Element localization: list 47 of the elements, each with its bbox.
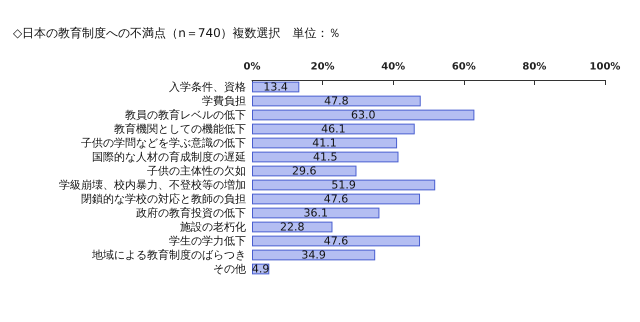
data-label: 47.6 (324, 234, 348, 248)
bar (252, 180, 436, 190)
x-tick-label: 0% (244, 62, 260, 72)
bar (252, 166, 356, 176)
y-tick-label: 教員の教育レベルの低下 (125, 108, 246, 122)
x-tick-label: 60% (452, 62, 476, 72)
bar (252, 96, 421, 106)
data-label: 29.6 (292, 164, 316, 178)
y-tick-label: 地域による教育制度のばらつき (91, 248, 246, 262)
y-tick-label: 子供の学問などを学ぶ意識の低下 (81, 136, 246, 150)
data-label: 34.9 (301, 248, 326, 262)
data-label: 41.5 (312, 150, 338, 164)
x-tick-label: 40% (381, 62, 406, 72)
y-tick-label: 学生の学力低下 (169, 234, 246, 248)
y-tick-label: 施設の老朽化 (180, 220, 246, 234)
data-label: 41.1 (312, 136, 337, 150)
data-label: 63.0 (350, 108, 376, 122)
data-label: 47.6 (324, 192, 348, 206)
bar (252, 124, 415, 134)
x-tick-label: 100% (590, 62, 620, 72)
data-label: 4.9 (252, 262, 270, 276)
bar (252, 236, 420, 246)
y-tick-label: 教育機関としての機能低下 (114, 122, 246, 136)
bar (252, 250, 376, 260)
y-tick-label: 閉鎖的な学校の対応と教師の負担 (81, 192, 246, 206)
y-tick-label: 政府の教育投資の低下 (136, 206, 246, 220)
y-tick-label: 学級崩壊、校内暴力、不登校等の増加 (59, 178, 246, 192)
data-label: 22.8 (280, 220, 304, 234)
bar (252, 222, 332, 232)
data-label: 36.1 (303, 206, 328, 220)
data-label: 47.8 (324, 94, 349, 108)
data-label: 46.1 (321, 122, 346, 136)
bar (252, 208, 380, 218)
bar (252, 194, 420, 204)
y-tick-label: 国際的な人材の育成制度の遅延 (92, 150, 246, 164)
y-tick-label: 入学条件、資格 (169, 80, 246, 94)
y-tick-label: その他 (213, 262, 246, 276)
chart-title: ◇日本の教育制度への不満点（n＝740）複数選択 単位：％ (13, 26, 341, 40)
bar (252, 110, 474, 120)
data-label: 51.9 (331, 178, 356, 192)
data-label: 13.4 (263, 80, 288, 94)
y-tick-label: 子供の主体性の欠如 (147, 164, 246, 178)
y-tick-label: 学費負担 (202, 94, 246, 108)
x-tick-label: 20% (310, 62, 335, 72)
bar (252, 138, 398, 148)
x-tick-label: 80% (522, 62, 546, 72)
bar (252, 152, 398, 162)
